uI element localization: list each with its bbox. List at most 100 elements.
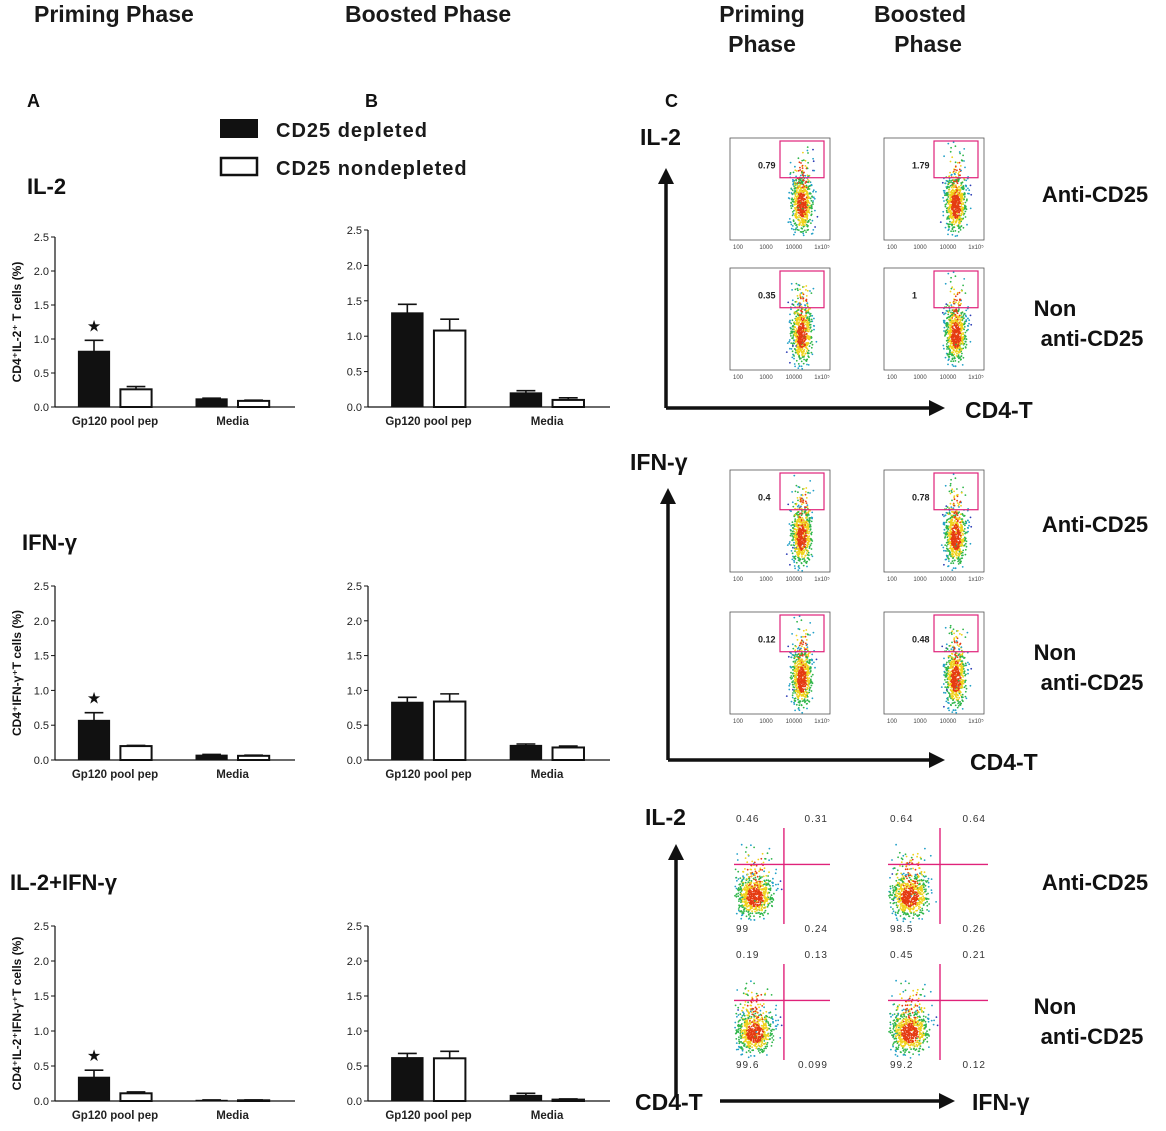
event-dot — [812, 674, 814, 676]
event-dot — [967, 527, 969, 529]
event-dot — [790, 342, 792, 344]
event-dot — [950, 525, 952, 527]
event-dot — [787, 646, 789, 648]
event-dot — [950, 215, 952, 217]
event-dot — [808, 364, 810, 366]
event-dot — [961, 557, 963, 559]
event-dot — [951, 553, 953, 555]
event-dot — [942, 514, 944, 516]
event-dot — [798, 157, 800, 159]
event-dot — [954, 214, 956, 216]
event-dot — [800, 209, 802, 211]
event-dot — [964, 323, 966, 325]
event-dot — [801, 219, 803, 221]
event-dot — [959, 351, 961, 353]
flow-x-tick: 1x10⁵ — [814, 718, 830, 725]
event-dot — [945, 514, 947, 516]
event-dot — [962, 364, 964, 366]
event-dot — [951, 551, 953, 553]
event-dot — [799, 666, 801, 668]
event-dot — [946, 180, 948, 182]
event-dot — [946, 326, 948, 328]
event-dot — [970, 341, 972, 343]
event-dot — [804, 189, 806, 191]
event-dot — [811, 654, 813, 656]
panel-letter-a: A — [27, 91, 40, 111]
event-dot — [786, 695, 788, 697]
event-dot — [807, 665, 809, 667]
event-dot — [944, 529, 946, 531]
y-tick-label: 0.0 — [34, 1096, 49, 1108]
event-dot — [807, 326, 809, 328]
event-dot — [950, 625, 952, 627]
event-dot — [952, 189, 954, 191]
event-dot — [797, 312, 799, 314]
event-dot — [813, 490, 815, 492]
event-dot — [794, 166, 796, 168]
category-label: Media — [216, 769, 249, 781]
event-dot — [959, 332, 961, 334]
event-dot — [943, 550, 945, 552]
event-dot — [956, 529, 958, 531]
event-dot — [947, 330, 949, 332]
event-dot — [801, 556, 803, 558]
panel-letter-c: C — [665, 91, 678, 111]
event-dot — [958, 227, 960, 229]
gate-value: 1 — [912, 291, 917, 301]
event-dot — [800, 501, 802, 503]
event-dot — [807, 504, 809, 506]
event-dot — [947, 364, 949, 366]
event-dot — [952, 335, 954, 337]
event-dot — [956, 299, 958, 301]
event-dot — [800, 310, 802, 312]
event-dot — [801, 312, 803, 314]
event-dot — [958, 555, 960, 557]
event-dot — [802, 700, 804, 702]
event-dot — [952, 228, 954, 230]
event-dot — [947, 314, 949, 316]
event-dot — [949, 352, 951, 354]
event-dot — [962, 343, 964, 345]
event-dot — [952, 358, 954, 360]
event-dot — [956, 548, 958, 550]
bar-nondepleted — [238, 756, 269, 760]
axis-arrow-x-head — [929, 400, 945, 416]
event-dot — [793, 702, 795, 704]
event-dot — [947, 184, 949, 186]
event-dot — [791, 656, 793, 658]
event-dot — [955, 365, 957, 367]
event-dot — [965, 315, 967, 317]
event-dot — [964, 533, 966, 535]
event-dot — [796, 672, 798, 674]
y-tick-label: 1.0 — [34, 334, 49, 346]
event-dot — [946, 199, 948, 201]
event-dot — [951, 340, 953, 342]
event-dot — [950, 223, 952, 225]
event-dot — [962, 319, 964, 321]
event-dot — [797, 198, 799, 200]
event-dot — [811, 517, 813, 519]
event-dot — [951, 288, 953, 290]
event-dot — [797, 628, 799, 630]
event-dot — [805, 682, 807, 684]
event-dot — [807, 304, 809, 306]
event-dot — [807, 290, 809, 292]
event-dot — [959, 221, 961, 223]
row-title-ifng: IFN-γ — [22, 530, 78, 555]
event-dot — [789, 198, 791, 200]
event-dot — [812, 158, 814, 160]
event-dot — [801, 365, 803, 367]
event-dot — [792, 501, 794, 503]
event-dot — [958, 215, 960, 217]
event-dot — [789, 314, 791, 316]
event-dot — [798, 351, 800, 353]
event-dot — [799, 358, 801, 360]
event-dot — [953, 491, 955, 493]
event-dot — [945, 182, 947, 184]
event-dot — [790, 672, 792, 674]
event-dot — [806, 561, 808, 563]
event-dot — [799, 167, 801, 169]
event-dot — [963, 531, 965, 533]
